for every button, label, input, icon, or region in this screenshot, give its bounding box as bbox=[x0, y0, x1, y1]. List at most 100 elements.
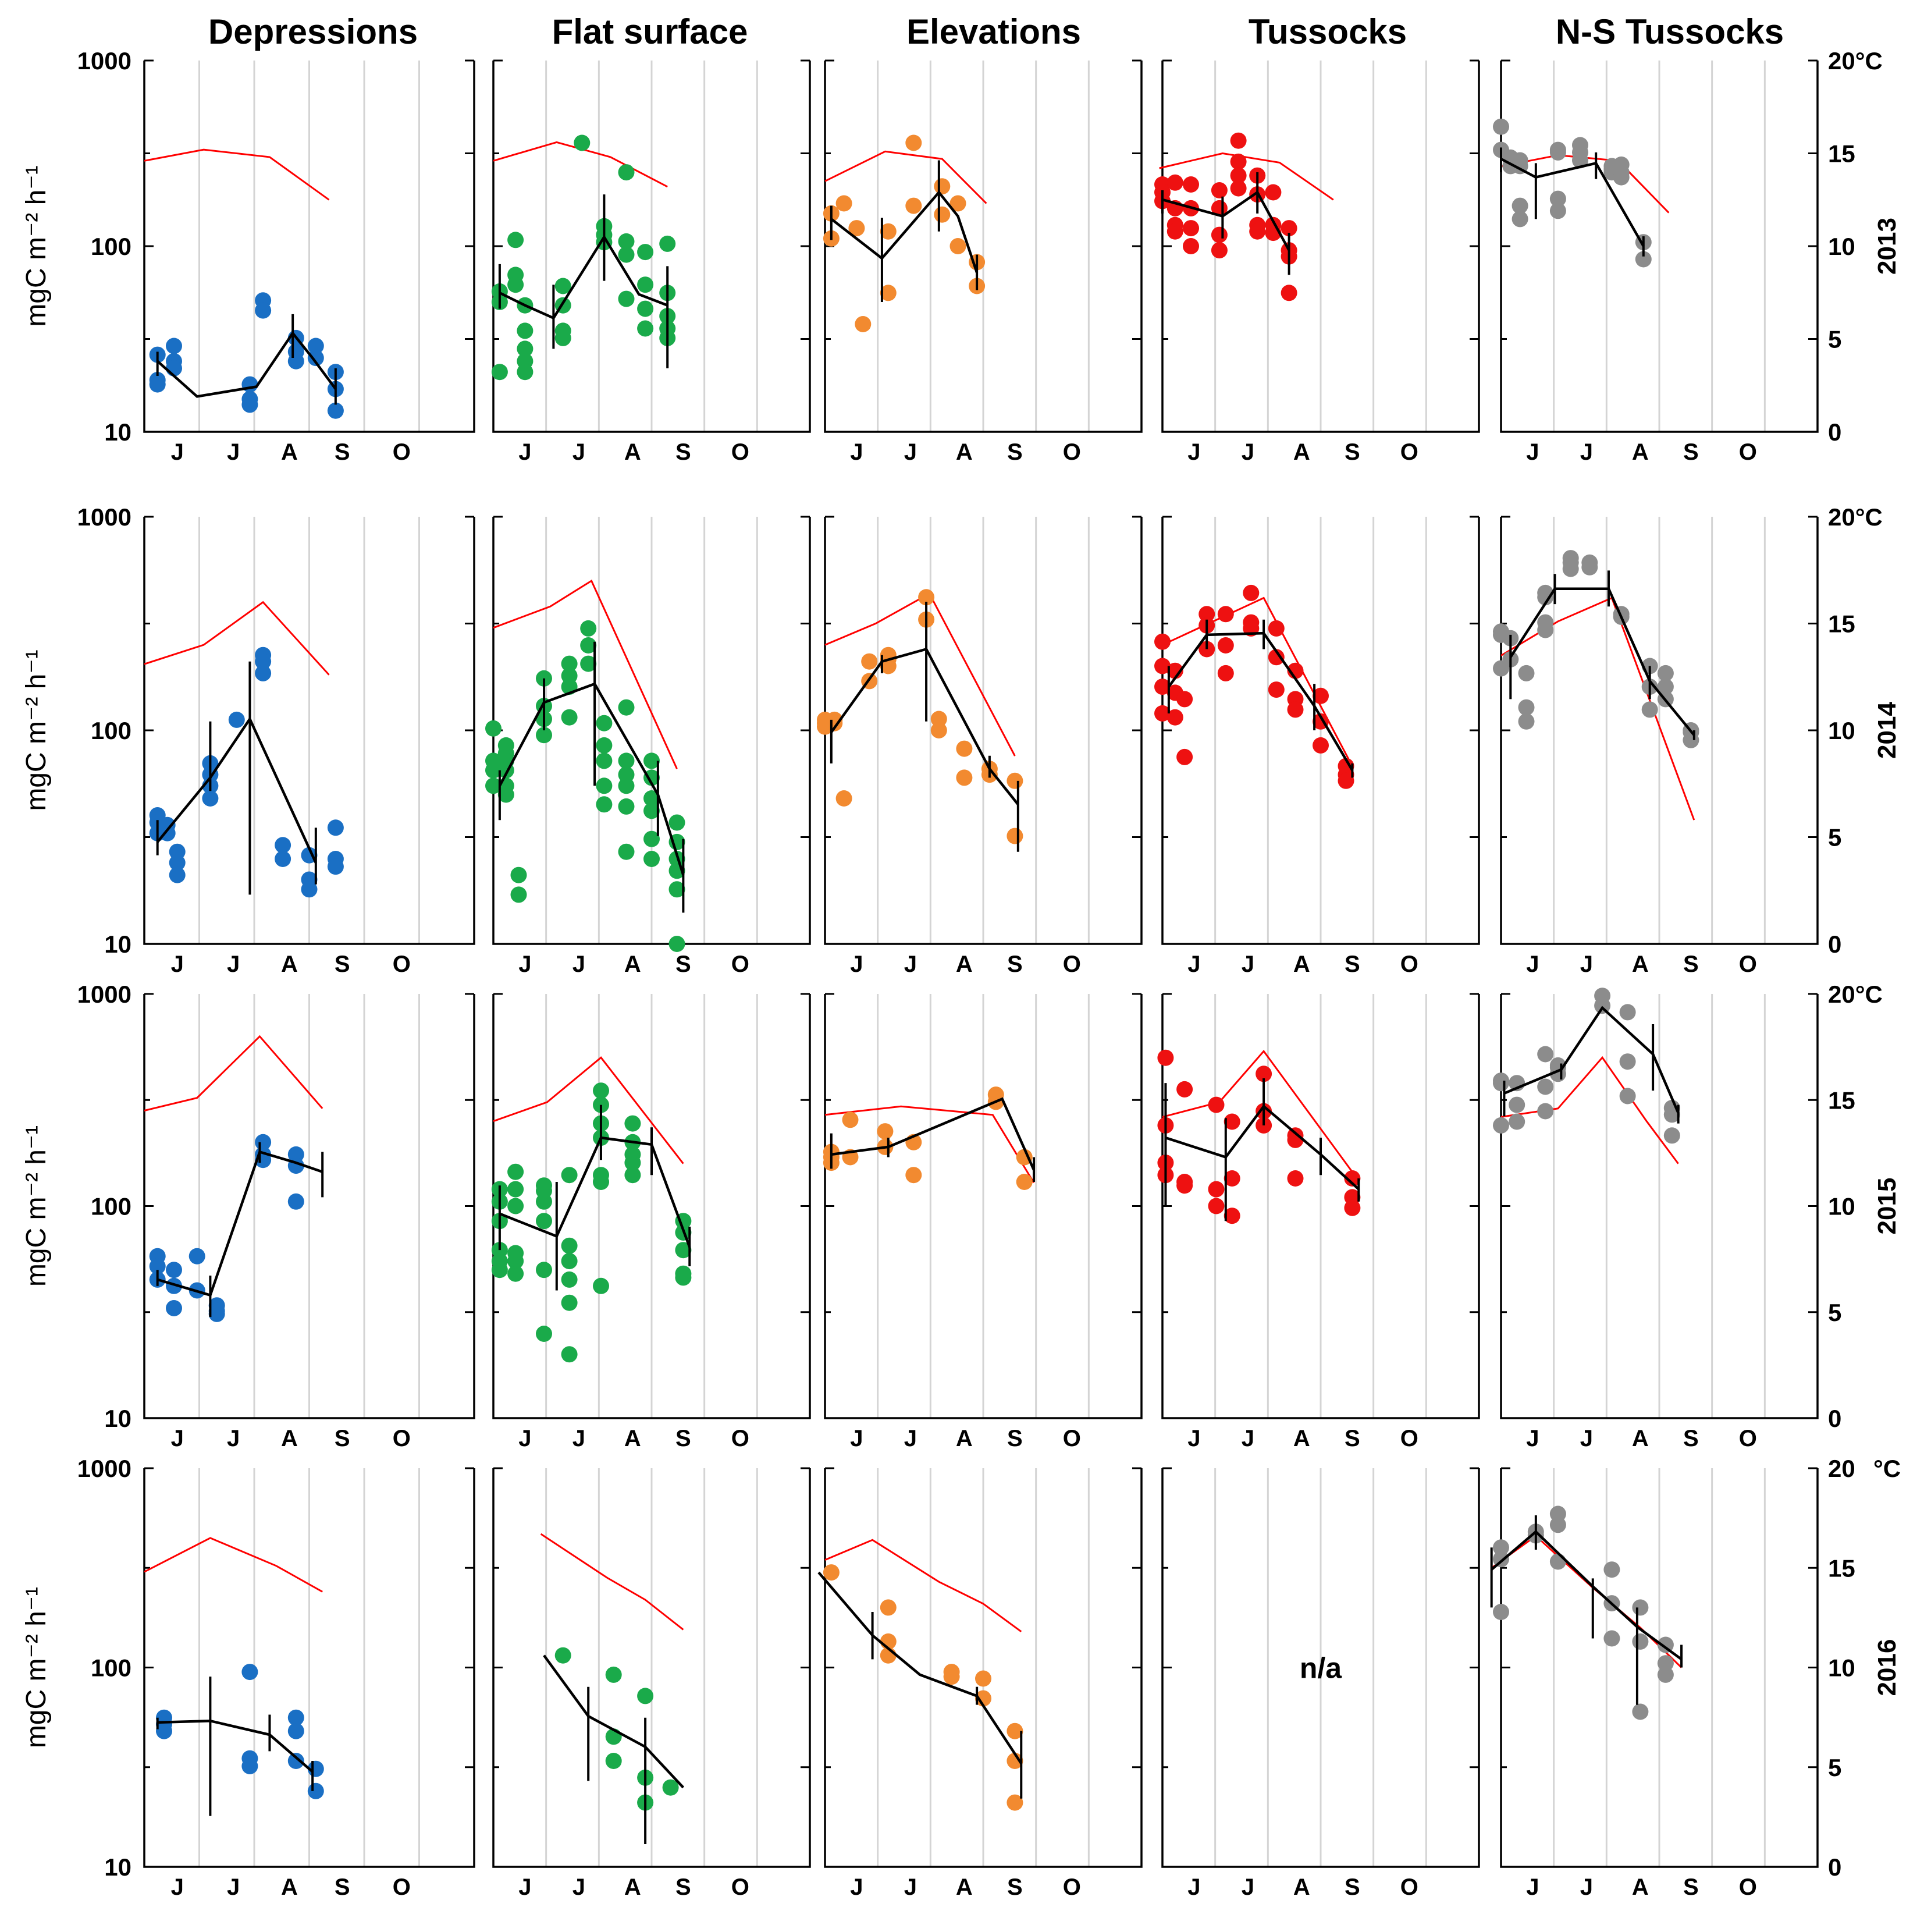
month-label-o: O bbox=[731, 1426, 749, 1451]
month-label-j: J bbox=[171, 1874, 184, 1900]
flux-point bbox=[596, 715, 613, 731]
month-label-o: O bbox=[731, 439, 749, 465]
flux-point bbox=[1230, 153, 1247, 170]
flux-point bbox=[1211, 182, 1228, 198]
flux-point bbox=[637, 300, 654, 317]
flux-point bbox=[624, 1155, 641, 1171]
flux-point bbox=[1249, 223, 1266, 240]
flux-point bbox=[1549, 144, 1566, 161]
right-tick-label: 15 bbox=[1828, 140, 1855, 168]
flux-point bbox=[307, 338, 324, 354]
flux-point bbox=[643, 851, 660, 867]
right-tick-label: 15 bbox=[1828, 1554, 1855, 1582]
flux-point bbox=[1632, 1703, 1649, 1720]
flux-point bbox=[848, 220, 865, 237]
flux-point bbox=[1683, 731, 1699, 748]
flux-point bbox=[497, 786, 514, 803]
flux-point bbox=[1007, 1794, 1023, 1811]
flux-point bbox=[169, 854, 186, 871]
right-tick-label: 10 bbox=[1828, 1654, 1855, 1682]
flux-point bbox=[1657, 679, 1674, 695]
flux-point bbox=[1512, 197, 1528, 214]
flux-point bbox=[1518, 713, 1535, 730]
flux-point bbox=[949, 238, 966, 254]
month-label-j: J bbox=[518, 1426, 531, 1451]
month-label-a: A bbox=[956, 1874, 973, 1900]
y-axis-label: mgC m⁻² h⁻¹ bbox=[21, 1587, 52, 1748]
column-title-tussocks: Tussocks bbox=[1248, 12, 1407, 51]
flux-point bbox=[1217, 637, 1234, 654]
left-tick-label-10: 10 bbox=[104, 1405, 131, 1432]
mean-line bbox=[157, 331, 337, 398]
flux-point bbox=[593, 1174, 609, 1190]
flux-point bbox=[643, 790, 660, 807]
month-label-s: S bbox=[1007, 1426, 1023, 1451]
flux-point bbox=[618, 752, 635, 769]
mean-line bbox=[156, 716, 317, 864]
right-tick-label: 20°C bbox=[1828, 47, 1883, 74]
right-tick-label: 5 bbox=[1828, 824, 1841, 851]
flux-point bbox=[675, 1269, 692, 1286]
flux-point bbox=[156, 1723, 172, 1739]
flux-point bbox=[1183, 176, 1199, 193]
flux-point bbox=[536, 1213, 552, 1230]
month-label-a: A bbox=[624, 1426, 641, 1451]
month-label-s: S bbox=[1007, 439, 1023, 465]
flux-point bbox=[1537, 589, 1554, 606]
flux-point bbox=[208, 1305, 225, 1322]
left-tick-label-100: 100 bbox=[91, 233, 131, 260]
flux-point bbox=[1007, 772, 1023, 789]
flux-point bbox=[149, 1258, 166, 1274]
right-tick-label: 15 bbox=[1828, 610, 1855, 638]
flux-point bbox=[1217, 606, 1234, 623]
flux-point bbox=[643, 830, 660, 847]
flux-point bbox=[507, 1198, 524, 1214]
month-label-s: S bbox=[1683, 439, 1699, 465]
month-label-j: J bbox=[904, 439, 917, 465]
month-label-s: S bbox=[1345, 1874, 1360, 1900]
flux-point bbox=[1208, 1198, 1225, 1214]
flux-point bbox=[241, 1758, 258, 1774]
year-label-2014: 2014 bbox=[1873, 702, 1901, 759]
flux-point bbox=[275, 851, 291, 867]
temperature-line bbox=[824, 1539, 1022, 1633]
flux-point bbox=[580, 620, 597, 637]
flux-point bbox=[1230, 180, 1247, 197]
flux-point bbox=[561, 1346, 578, 1363]
flux-point bbox=[1619, 1088, 1636, 1104]
left-tick-label-10: 10 bbox=[104, 1853, 131, 1881]
flux-point bbox=[1581, 559, 1598, 576]
flux-point bbox=[1157, 1049, 1174, 1066]
month-label-s: S bbox=[335, 439, 350, 465]
flux-point bbox=[637, 1688, 654, 1704]
flux-point bbox=[1344, 1199, 1361, 1216]
month-label-a: A bbox=[1632, 1426, 1649, 1451]
flux-point bbox=[930, 722, 947, 738]
right-tick-label: 20 bbox=[1828, 1455, 1855, 1482]
flux-point bbox=[166, 1277, 182, 1294]
panel-tussocks-2016: J J A S On/a bbox=[1161, 1467, 1480, 1900]
temperature-line bbox=[1159, 152, 1334, 201]
temperature-line bbox=[1162, 596, 1350, 761]
flux-point bbox=[1657, 1666, 1674, 1683]
month-label-o: O bbox=[393, 951, 411, 977]
flux-point bbox=[1657, 665, 1674, 681]
y-axis-label: mgC m⁻² h⁻¹ bbox=[21, 649, 52, 811]
flux-point bbox=[301, 881, 318, 898]
year-label-2016: 2016 bbox=[1873, 1639, 1901, 1696]
flux-point bbox=[507, 1265, 524, 1282]
flux-point bbox=[643, 752, 660, 769]
month-label-j: J bbox=[1187, 951, 1200, 977]
flux-point bbox=[275, 837, 291, 854]
month-label-j: J bbox=[1187, 439, 1200, 465]
flux-point bbox=[596, 777, 613, 794]
flux-point bbox=[536, 1193, 552, 1210]
flux-point bbox=[1230, 132, 1247, 149]
month-label-j: J bbox=[1242, 1426, 1254, 1451]
flux-point bbox=[956, 740, 973, 757]
flux-point bbox=[561, 709, 578, 726]
flux-point bbox=[1268, 649, 1285, 666]
